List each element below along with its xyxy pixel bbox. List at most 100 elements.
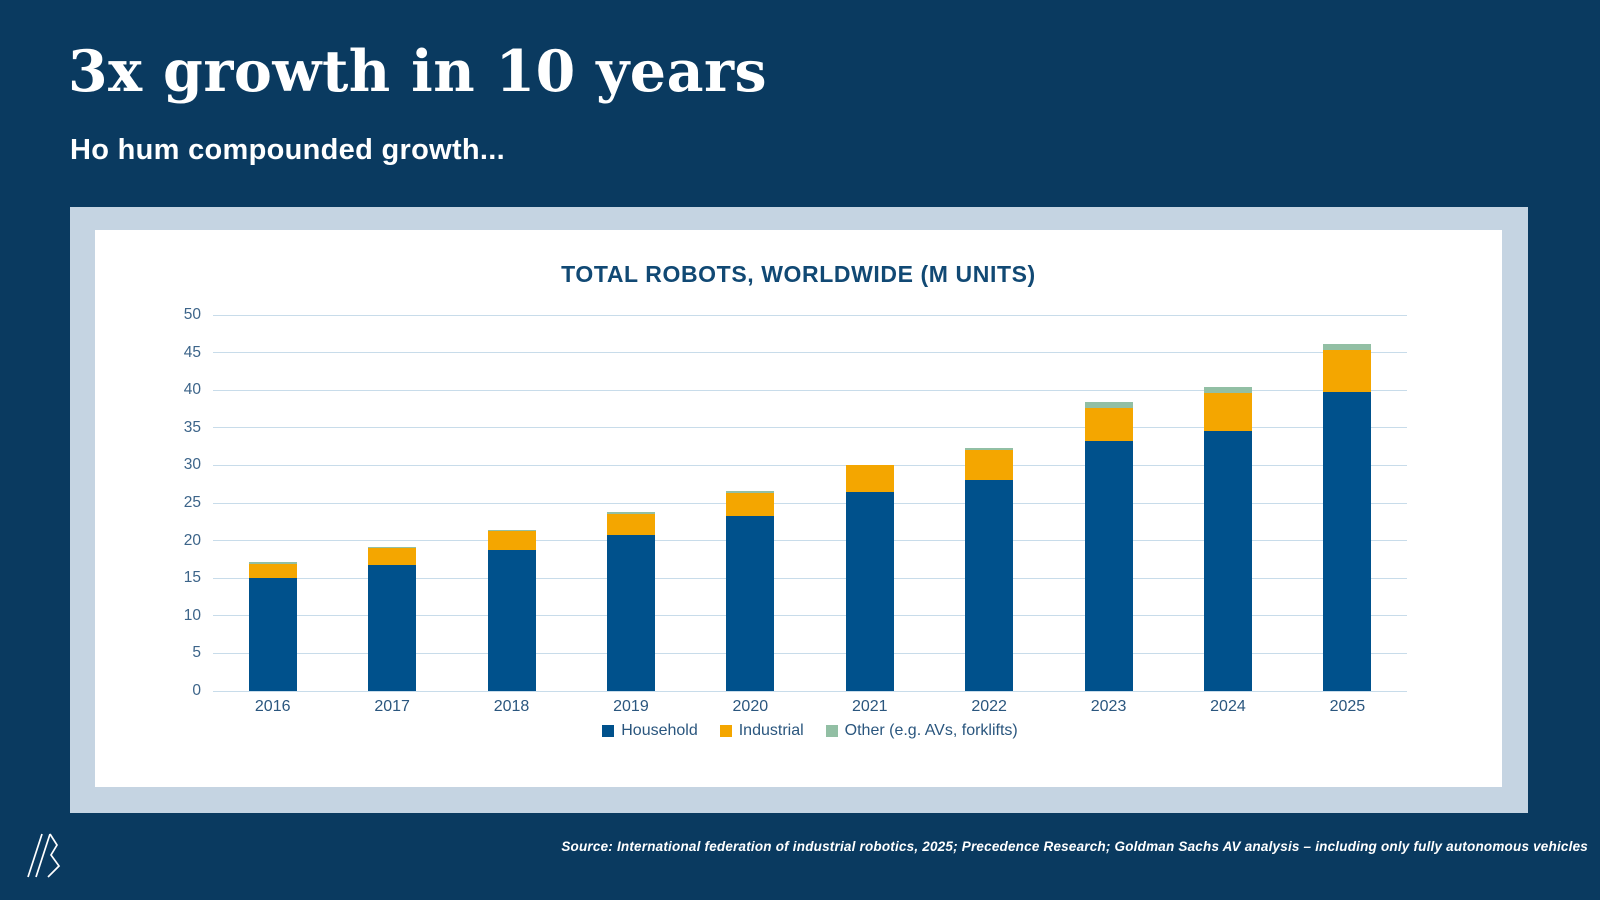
y-tick-30: 30 bbox=[183, 456, 201, 474]
chart-plot-area: 0 5 10 15 20 25 30 35 40 45 50 bbox=[184, 306, 1407, 699]
bar-2018 bbox=[487, 530, 536, 691]
x-tick-2020: 2020 bbox=[732, 698, 769, 715]
x-tick-2018: 2018 bbox=[493, 698, 530, 715]
gridline-25 bbox=[213, 502, 1407, 504]
bar-2016 bbox=[248, 562, 297, 691]
y-tick-45: 45 bbox=[183, 343, 201, 361]
x-tick-2021: 2021 bbox=[851, 698, 888, 715]
bars-container bbox=[213, 315, 1407, 691]
segment-2024-household bbox=[1203, 430, 1252, 691]
bar-column-2023 bbox=[1049, 315, 1168, 691]
y-tick-10: 10 bbox=[183, 606, 201, 624]
segment-2019-household bbox=[606, 535, 655, 691]
segment-2025-household bbox=[1323, 392, 1372, 691]
legend-label: Industrial bbox=[738, 722, 804, 739]
segment-2020-other bbox=[726, 491, 775, 493]
segment-2017-other bbox=[368, 546, 417, 549]
bar-2023 bbox=[1084, 402, 1133, 691]
bar-2019 bbox=[606, 512, 655, 691]
bar-column-2016 bbox=[213, 315, 332, 691]
chart-panel: TOTAL ROBOTS, WORLDWIDE (M UNITS) 0 5 10 15… bbox=[70, 207, 1528, 813]
bar-column-2017 bbox=[332, 315, 451, 691]
gridline-20 bbox=[213, 540, 1407, 542]
gridline-5 bbox=[213, 652, 1407, 654]
bar-column-2022 bbox=[929, 315, 1048, 691]
segment-2022-other bbox=[965, 448, 1014, 451]
x-tick-2019: 2019 bbox=[613, 698, 649, 715]
x-tick-2024: 2024 bbox=[1210, 698, 1246, 715]
y-tick-40: 40 bbox=[183, 381, 201, 399]
gridline-40 bbox=[213, 389, 1407, 391]
bar-2025 bbox=[1323, 343, 1372, 691]
segment-2020-household bbox=[726, 515, 775, 691]
segment-2016-industrial bbox=[248, 563, 297, 579]
chart-card: TOTAL ROBOTS, WORLDWIDE (M UNITS) 0 5 10 15… bbox=[95, 230, 1502, 787]
segment-2024-industrial bbox=[1203, 393, 1252, 431]
bar-column-2019 bbox=[571, 315, 690, 691]
segment-2025-industrial bbox=[1323, 349, 1372, 393]
chart-legend: Household Industrial Other (e.g. AVs, fork… bbox=[213, 722, 1407, 740]
legend-item-other: Other (e.g. AVs, forklifts) bbox=[825, 722, 1018, 740]
y-tick-25: 25 bbox=[183, 494, 201, 511]
segment-2017-industrial bbox=[368, 548, 417, 565]
segment-2021-household bbox=[845, 491, 894, 691]
source-note: Source: International federation of indu… bbox=[561, 839, 1588, 854]
bar-2021 bbox=[845, 464, 894, 691]
y-tick-50: 50 bbox=[183, 306, 201, 323]
legend-label: Household bbox=[621, 722, 698, 739]
segment-2018-household bbox=[487, 549, 536, 691]
legend-swatch-icon bbox=[719, 725, 732, 737]
bar-column-2018 bbox=[452, 315, 571, 691]
y-tick-20: 20 bbox=[183, 531, 201, 549]
bar-2022 bbox=[965, 448, 1014, 691]
x-tick-2023: 2023 bbox=[1090, 698, 1127, 715]
segment-2023-household bbox=[1084, 440, 1133, 691]
y-tick-5: 5 bbox=[192, 644, 201, 662]
segment-2022-household bbox=[965, 479, 1014, 691]
company-logo-icon bbox=[27, 833, 61, 878]
bar-column-2020 bbox=[691, 315, 810, 691]
x-tick-2016: 2016 bbox=[254, 698, 291, 715]
gridline-50 bbox=[213, 314, 1407, 316]
segment-2016-household bbox=[248, 578, 297, 691]
y-tick-35: 35 bbox=[183, 418, 201, 436]
segment-2019-industrial bbox=[606, 513, 655, 536]
slide-subtitle: Ho hum compounded growth... bbox=[70, 134, 506, 166]
y-tick-15: 15 bbox=[183, 569, 201, 587]
segment-2018-industrial bbox=[487, 530, 536, 550]
bar-2017 bbox=[368, 546, 417, 691]
gridline-15 bbox=[213, 577, 1407, 579]
segment-2019-other bbox=[606, 512, 655, 514]
legend-item-household: Household bbox=[602, 722, 698, 740]
x-tick-2025: 2025 bbox=[1329, 698, 1366, 715]
bar-column-2025 bbox=[1288, 315, 1407, 691]
segment-2025-other bbox=[1323, 343, 1372, 350]
bar-column-2024 bbox=[1168, 315, 1287, 691]
segment-2024-other bbox=[1203, 387, 1252, 394]
bar-2020 bbox=[726, 491, 775, 691]
chart-title: TOTAL ROBOTS, WORLDWIDE (M UNITS) bbox=[561, 261, 1036, 287]
segment-2023-industrial bbox=[1084, 407, 1133, 441]
legend-swatch-icon bbox=[825, 725, 838, 737]
segment-2020-industrial bbox=[726, 492, 775, 516]
legend-label: Other (e.g. AVs, forklifts) bbox=[844, 722, 1018, 739]
segment-2022-industrial bbox=[965, 450, 1014, 480]
bar-column-2021 bbox=[810, 315, 929, 691]
x-tick-2017: 2017 bbox=[374, 698, 410, 715]
gridline-30 bbox=[213, 464, 1407, 466]
legend-swatch-icon bbox=[602, 725, 615, 737]
x-axis-labels: 2016 2017 2018 2019 2020 2021 2022 2023 2024 2025 bbox=[213, 698, 1407, 716]
segment-2016-other bbox=[248, 562, 297, 564]
segment-2018-other bbox=[487, 530, 536, 531]
segment-2023-other bbox=[1084, 402, 1133, 408]
slide-title: 3x growth in 10 years bbox=[68, 38, 768, 105]
segment-2017-household bbox=[368, 564, 417, 691]
segment-2021-other bbox=[845, 464, 894, 466]
bar-2024 bbox=[1203, 387, 1252, 691]
gridline-45 bbox=[213, 352, 1407, 354]
gridline-35 bbox=[213, 427, 1407, 429]
gridline-10 bbox=[213, 615, 1407, 617]
segment-2021-industrial bbox=[845, 465, 894, 492]
legend-item-industrial: Industrial bbox=[719, 722, 804, 740]
